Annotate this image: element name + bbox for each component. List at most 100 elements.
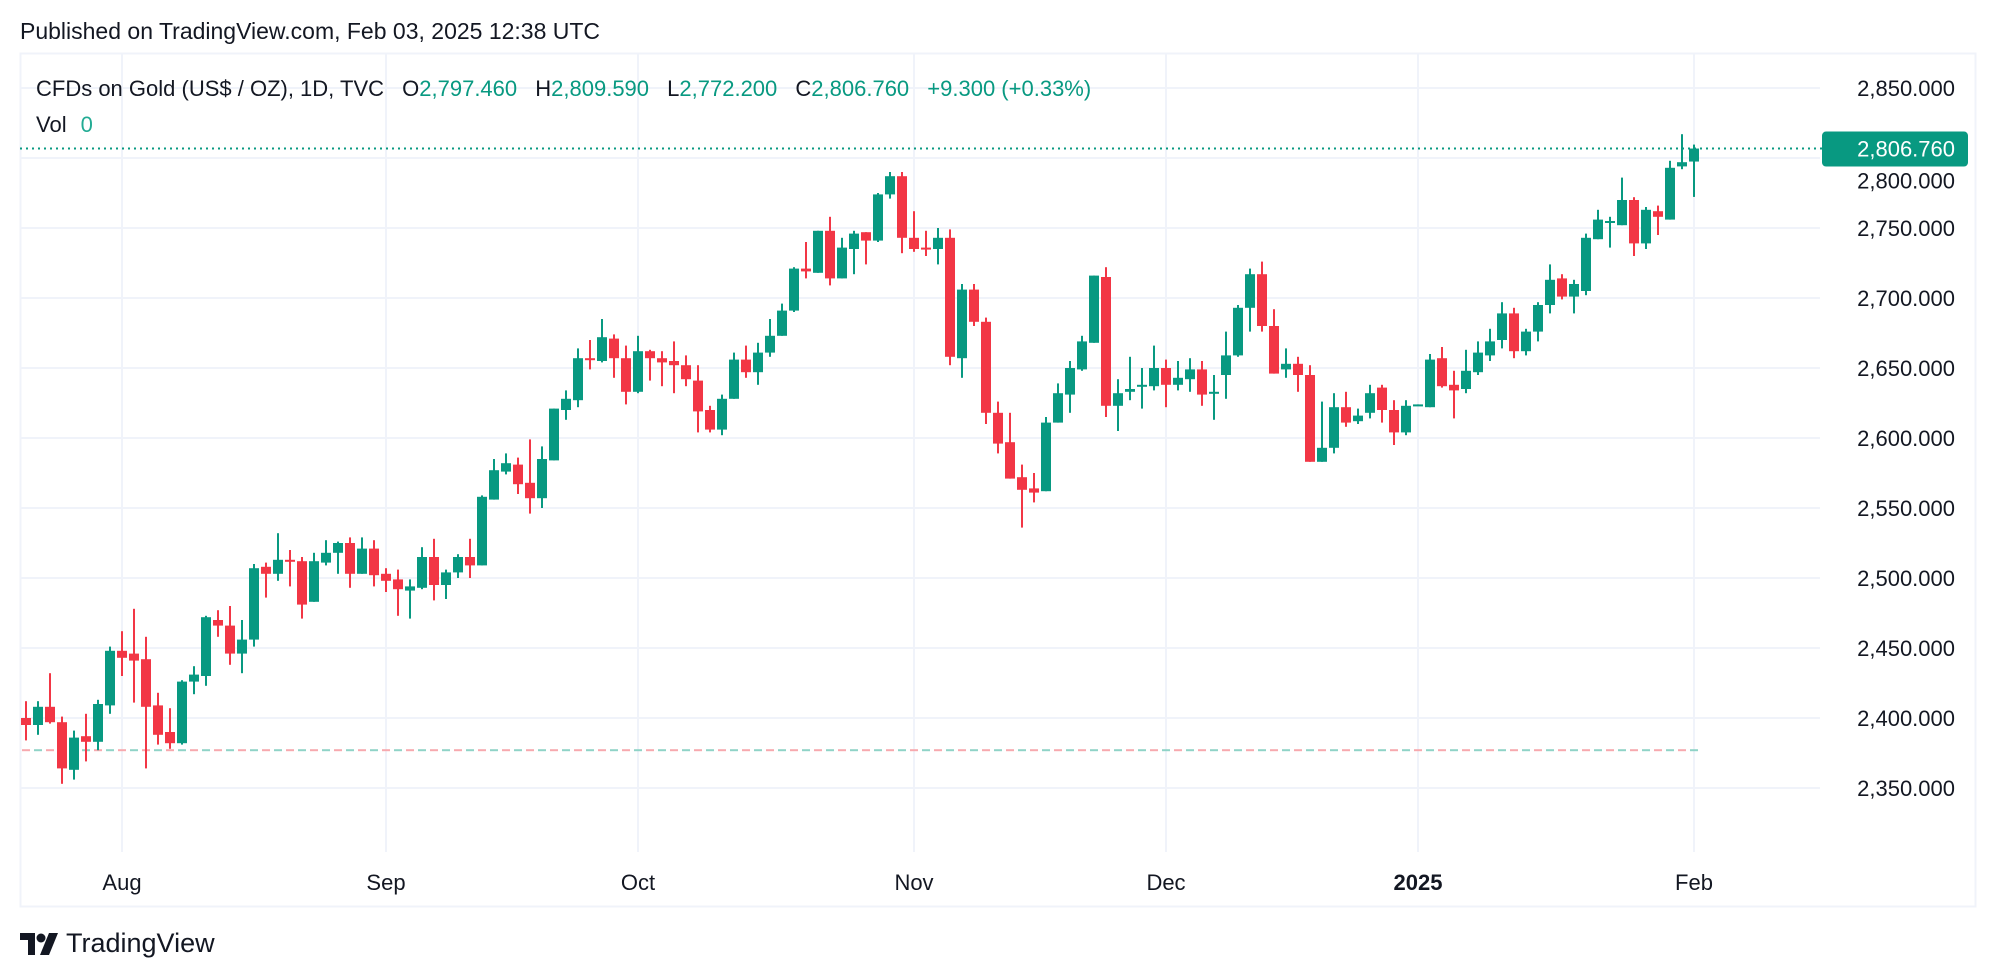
candle-up[interactable] xyxy=(177,680,187,745)
candle-up[interactable] xyxy=(1521,328,1531,356)
candle-up[interactable] xyxy=(1233,305,1243,357)
candle-up[interactable] xyxy=(777,303,787,336)
candle-down[interactable] xyxy=(81,713,91,762)
candle-down[interactable] xyxy=(141,636,151,769)
candle-up[interactable] xyxy=(1665,160,1675,220)
candle-up[interactable] xyxy=(753,342,763,385)
candle-up[interactable] xyxy=(1209,375,1219,420)
candle-down[interactable] xyxy=(897,172,907,254)
candle-up[interactable] xyxy=(1605,216,1615,248)
candle-down[interactable] xyxy=(825,216,835,286)
candle-down[interactable] xyxy=(261,562,271,598)
candle-up[interactable] xyxy=(1185,358,1195,392)
candle-up[interactable] xyxy=(405,579,415,619)
candle-up[interactable] xyxy=(1497,302,1507,349)
symbol-title[interactable]: CFDs on Gold (US$ / OZ), 1D, TVC xyxy=(36,76,385,101)
candle-up[interactable] xyxy=(477,495,487,566)
candle-down[interactable] xyxy=(513,457,523,494)
candle-down[interactable] xyxy=(1197,361,1207,406)
candle-up[interactable] xyxy=(1581,233,1591,296)
candle-up[interactable] xyxy=(1245,268,1255,332)
candle-up[interactable] xyxy=(717,394,727,436)
candle-up[interactable] xyxy=(1149,345,1159,391)
candle-up[interactable] xyxy=(1125,356,1135,401)
candle-down[interactable] xyxy=(1449,370,1459,419)
candle-down[interactable] xyxy=(45,673,55,724)
candle-up[interactable] xyxy=(1677,134,1687,170)
tradingview-logo[interactable]: TradingView xyxy=(20,928,215,959)
candle-up[interactable] xyxy=(33,701,43,735)
candle-up[interactable] xyxy=(1221,331,1231,399)
candle-down[interactable] xyxy=(621,345,631,405)
candle-down[interactable] xyxy=(381,568,391,592)
candle-up[interactable] xyxy=(1533,302,1543,342)
candle-up[interactable] xyxy=(417,547,427,590)
candle-down[interactable] xyxy=(153,692,163,745)
candle-up[interactable] xyxy=(249,564,259,647)
candle-up[interactable] xyxy=(237,620,247,674)
candle-up[interactable] xyxy=(1461,349,1471,394)
candle-up[interactable] xyxy=(309,552,319,602)
candle-down[interactable] xyxy=(1017,464,1027,528)
candle-up[interactable] xyxy=(1593,209,1603,240)
candle-down[interactable] xyxy=(921,230,931,256)
candle-up[interactable] xyxy=(501,453,511,475)
candle-up[interactable] xyxy=(837,237,847,279)
candle-down[interactable] xyxy=(393,569,403,616)
candle-down[interactable] xyxy=(801,242,811,279)
candle-up[interactable] xyxy=(1353,408,1363,424)
candle-down[interactable] xyxy=(285,550,295,587)
candle-up[interactable] xyxy=(357,537,367,574)
candle-up[interactable] xyxy=(597,319,607,363)
candle-down[interactable] xyxy=(1557,274,1567,300)
candle-up[interactable] xyxy=(201,615,211,686)
candle-down[interactable] xyxy=(1257,261,1267,332)
candle-up[interactable] xyxy=(321,540,331,566)
price-axis[interactable]: 2,350.000 2,400.000 2,450.000 2,500.000 2,55… xyxy=(1857,76,1955,801)
candle-down[interactable] xyxy=(945,229,955,366)
candle-down[interactable] xyxy=(741,345,751,378)
candle-down[interactable] xyxy=(1161,359,1171,408)
candle-down[interactable] xyxy=(165,708,175,749)
candle-down[interactable] xyxy=(1377,384,1387,423)
candle-up[interactable] xyxy=(933,228,943,265)
candle-down[interactable] xyxy=(645,349,655,381)
candle-up[interactable] xyxy=(1329,393,1339,454)
candle-down[interactable] xyxy=(693,365,703,433)
candle-down[interactable] xyxy=(861,232,871,265)
candle-up[interactable] xyxy=(189,666,199,695)
candle-down[interactable] xyxy=(1341,391,1351,427)
candle-up[interactable] xyxy=(849,230,859,275)
candle-up[interactable] xyxy=(453,554,463,578)
candle-down[interactable] xyxy=(1629,197,1639,256)
candle-up[interactable] xyxy=(1617,177,1627,226)
candle-up[interactable] xyxy=(273,533,283,581)
candle-up[interactable] xyxy=(1113,379,1123,431)
candle-up[interactable] xyxy=(1317,401,1327,462)
candle-down[interactable] xyxy=(585,340,595,370)
candle-up[interactable] xyxy=(1641,207,1651,249)
candle-down[interactable] xyxy=(525,439,535,514)
candle-up[interactable] xyxy=(489,459,499,500)
candle-up[interactable] xyxy=(1077,335,1087,371)
candle-down[interactable] xyxy=(129,608,139,703)
candle-down[interactable] xyxy=(465,538,475,578)
candle-down[interactable] xyxy=(669,341,679,394)
candle-down[interactable] xyxy=(369,540,379,587)
candle-up[interactable] xyxy=(885,172,895,199)
candle-down[interactable] xyxy=(429,538,439,601)
candle-up[interactable] xyxy=(1089,275,1099,343)
candle-up[interactable] xyxy=(1401,400,1411,436)
candle-up[interactable] xyxy=(1473,341,1483,375)
candle-up[interactable] xyxy=(1173,361,1183,391)
candle-up[interactable] xyxy=(1137,368,1147,409)
candle-up[interactable] xyxy=(765,319,775,357)
candle-down[interactable] xyxy=(1101,267,1111,417)
candle-down[interactable] xyxy=(981,317,991,424)
candle-up[interactable] xyxy=(69,730,79,780)
candle-up[interactable] xyxy=(1569,279,1579,314)
candle-up[interactable] xyxy=(333,541,343,574)
candle-up[interactable] xyxy=(1413,404,1423,407)
candle-up[interactable] xyxy=(813,230,823,273)
